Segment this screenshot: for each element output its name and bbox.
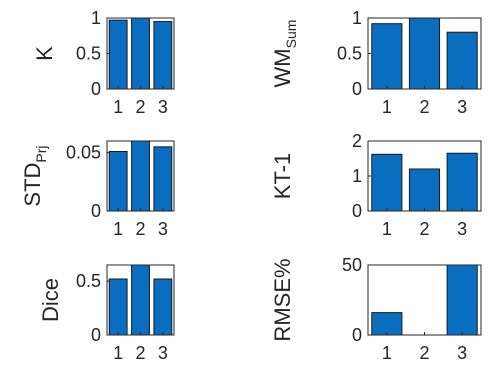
ytick-label: 0.5 [76,271,101,291]
bar-5-2 [131,264,150,336]
subplot-2: 0 0.5 1 1 2 3 WMSum [270,8,482,117]
ytick-label: 50 [342,255,362,275]
ytick-label: 0 [91,201,101,221]
bar-6-3 [446,264,478,336]
ylabel: RMSE% [270,258,295,341]
bar-2-1 [371,23,403,90]
bar-2-2 [408,17,441,90]
bar-3-2 [131,140,150,212]
bar-5-1 [108,278,128,336]
bar-5-3 [153,278,173,336]
xtick-label: 3 [457,97,467,117]
ytick-label: 0.5 [76,44,101,64]
xtick-label: 2 [419,343,429,363]
xtick-label: 2 [419,97,429,117]
bar-4-1 [371,153,403,212]
ytick-label: 0 [352,201,362,221]
ytick-label: 1 [352,166,362,186]
bar-4-3 [446,152,478,212]
xtick-label: 3 [457,343,467,363]
bar-2-3 [446,31,478,90]
xtick-label: 1 [382,219,392,239]
ytick-label: 1 [91,8,101,28]
xtick-label: 3 [457,219,467,239]
ytick-label: 0 [91,325,101,345]
bar-1-3 [153,21,173,90]
xtick-label: 2 [135,219,145,239]
bar-6-1 [371,312,403,336]
bar-1-2 [131,17,150,90]
xtick-label: 2 [135,97,145,117]
xtick-label: 1 [382,343,392,363]
ytick-label: 0.05 [66,143,101,163]
ylabel: KT-1 [270,153,295,199]
ylabel: Dice [38,278,63,322]
ytick-label: 0 [91,79,101,99]
xtick-label: 1 [113,97,123,117]
subplot-1: 00.511 2 3K [32,8,175,117]
ytick-label: 0 [352,325,362,345]
xtick-label: 1 [113,219,123,239]
ylabel: K [32,46,57,61]
xtick-label: 3 [158,219,168,239]
ylabel: WMSum [270,20,299,88]
ytick-label: 1 [352,8,362,28]
xtick-label: 2 [135,343,145,363]
xtick-label: 1 [113,343,123,363]
subplot-6: 0 50 1 2 3 RMSE% [270,255,482,363]
subplot-3: 0 0.05 1 2 3 STDPrj [20,140,175,239]
xtick-label: 1 [382,97,392,117]
ytick-label: 2 [352,131,362,151]
bar-4-2 [408,168,441,212]
bar-3-3 [153,146,173,212]
ytick-label: 0.5 [337,44,362,64]
bar-1-1 [108,19,128,90]
xtick-label: 2 [419,219,429,239]
xtick-label: 3 [158,343,168,363]
subplot-5: 0 0.5 1 2 3 Dice [38,264,175,363]
ylabel: STDPrj [20,145,49,206]
bar-3-1 [108,151,128,212]
ytick-label: 0 [352,79,362,99]
xtick-label: 3 [158,97,168,117]
